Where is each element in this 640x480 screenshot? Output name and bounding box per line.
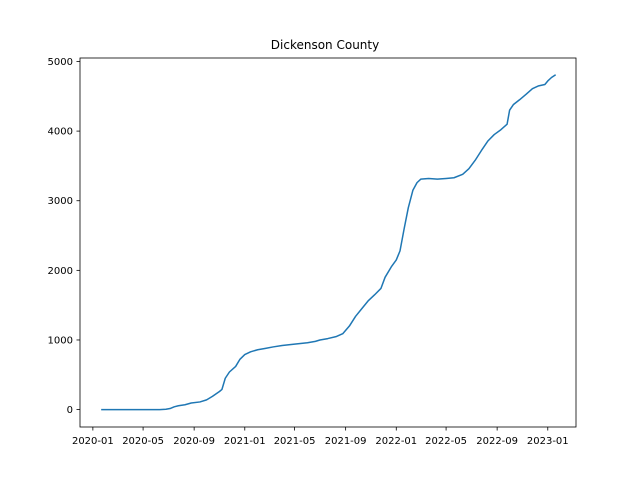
y-axis: 0 1000 2000 3000 4000 5000 <box>48 57 80 416</box>
y-tick-label: 1000 <box>48 335 73 346</box>
plot-area <box>101 74 557 411</box>
plot-frame <box>79 57 577 428</box>
x-tick-label: 2020-05 <box>122 436 164 447</box>
y-tick-label: 2000 <box>48 266 73 277</box>
x-tick-label: 2022-01 <box>375 436 417 447</box>
x-tick-label: 2022-09 <box>476 436 518 447</box>
y-tick-label: 4000 <box>48 127 73 138</box>
y-tick-label: 3000 <box>48 196 73 207</box>
x-tick-label: 2021-05 <box>274 436 316 447</box>
x-axis: 2020-01 2020-05 2020-09 2021-01 2021-05 2021-… <box>72 427 569 447</box>
y-tick-label: 0 <box>67 405 73 416</box>
x-tick-label: 2021-01 <box>224 436 266 447</box>
chart-title: Dickenson County <box>271 38 379 52</box>
x-tick-label: 2021-09 <box>325 436 367 447</box>
x-tick-label: 2022-05 <box>425 436 467 447</box>
x-tick-label: 2023-01 <box>527 436 569 447</box>
y-tick-label: 5000 <box>48 57 73 68</box>
series-line-0 <box>101 74 557 411</box>
x-tick-label: 2020-09 <box>173 436 215 447</box>
x-tick-label: 2020-01 <box>72 436 114 447</box>
